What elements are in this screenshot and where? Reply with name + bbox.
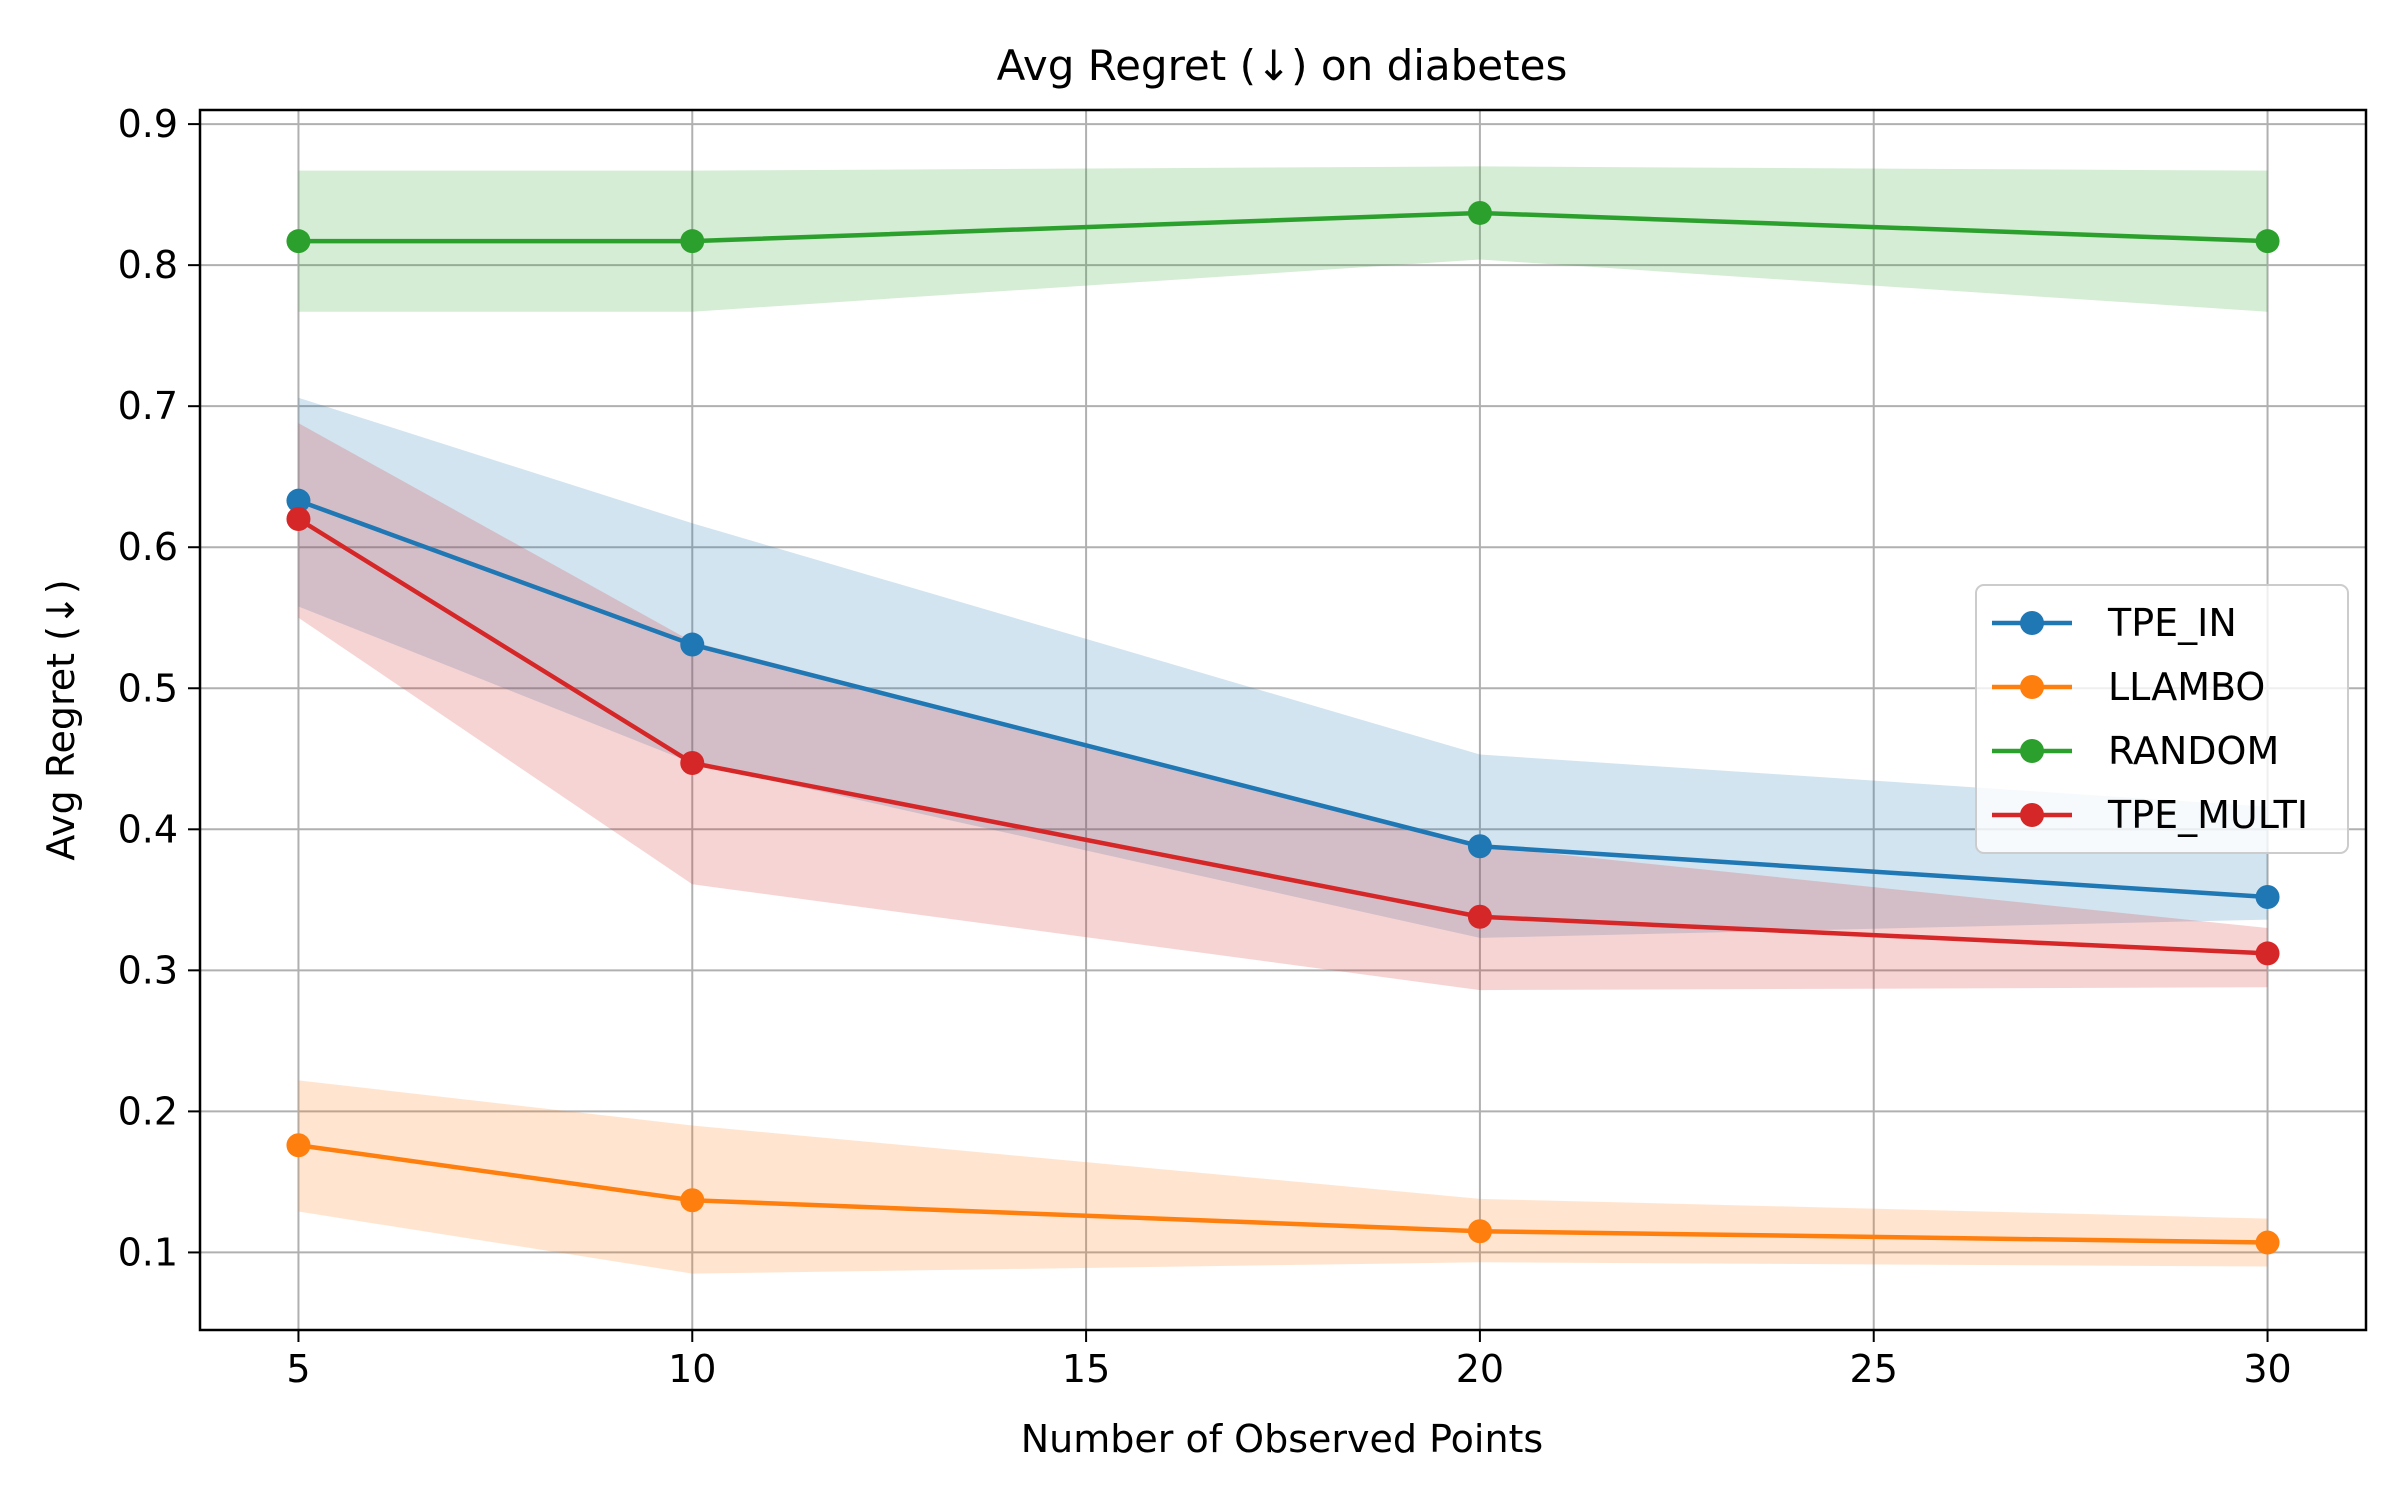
x-tick-label: 25 (1850, 1347, 1898, 1391)
legend-box (1975, 584, 2349, 854)
tpe-multi-point (680, 751, 705, 776)
tpe-multi-line (297, 517, 2268, 956)
legend: TPE_IN LLAMBO RANDOM TPE_MULTI (1975, 584, 2349, 854)
x-axis-label: Number of Observed Points (1021, 1417, 1543, 1461)
series-points (286, 200, 2280, 1255)
llambo-point (2255, 1230, 2280, 1255)
legend-random-label: RANDOM (2108, 729, 2279, 773)
random-line (298, 210, 2268, 244)
chart-title: Avg Regret (↓) on diabetes (997, 41, 1568, 90)
y-tick-label: 0.3 (118, 948, 178, 992)
tpe-in-band (298, 397, 2268, 938)
y-tick-label: 0.2 (118, 1089, 178, 1133)
tpe-multi-band (298, 423, 2268, 991)
x-tick-label: 10 (668, 1347, 716, 1391)
random-point (680, 229, 705, 254)
y-axis-label: Avg Regret (↓) (39, 579, 83, 860)
tpe-in-line (297, 498, 2268, 900)
y-tick-label: 0.4 (118, 807, 178, 851)
tpe-in-point (680, 632, 705, 657)
legend-llambo-marker (2020, 675, 2044, 699)
y-tick-label: 0.9 (118, 102, 178, 146)
x-tick-label: 30 (2243, 1347, 2291, 1391)
llambo-point (1467, 1219, 1492, 1244)
x-tick-label: 5 (286, 1347, 310, 1391)
axis-ticks: 5 10 15 20 25 30 0.1 0.2 0.3 0.4 0.5 0.6 0.7 0.8 0.9 (118, 102, 2292, 1391)
legend-llambo-label: LLAMBO (2108, 665, 2265, 709)
random-point (2255, 229, 2280, 254)
plot-frame (198, 108, 2368, 1332)
tpe-multi-point (286, 507, 311, 532)
tpe-in-point (1467, 834, 1492, 859)
tpe-multi-point (2255, 941, 2280, 966)
y-tick-label: 0.5 (118, 666, 178, 710)
legend-tpe-in-label: TPE_IN (2107, 601, 2237, 645)
tpe-in-point (2255, 885, 2280, 910)
y-tick-label: 0.7 (118, 384, 178, 428)
random-point (286, 229, 311, 254)
legend-tpe-multi-label: TPE_MULTI (2107, 793, 2308, 837)
y-tick-label: 0.8 (118, 243, 178, 287)
confidence-bands (298, 166, 2268, 1274)
legend-tpe-in-marker (2020, 611, 2044, 635)
llambo-line (298, 1143, 2268, 1245)
series-lines (297, 210, 2268, 1245)
tpe-multi-point (1467, 904, 1492, 929)
llambo-band (298, 1080, 2268, 1274)
y-tick-label: 0.1 (118, 1230, 178, 1274)
llambo-point (680, 1188, 705, 1213)
legend-tpe-multi-marker (2020, 803, 2044, 827)
random-point (1467, 200, 1492, 225)
legend-random-marker (2020, 739, 2044, 763)
tpe-in-point (286, 488, 311, 513)
y-tick-label: 0.6 (118, 525, 178, 569)
x-tick-label: 15 (1062, 1347, 1110, 1391)
llambo-point (286, 1133, 311, 1158)
random-band (298, 166, 2268, 312)
x-tick-label: 20 (1456, 1347, 1504, 1391)
